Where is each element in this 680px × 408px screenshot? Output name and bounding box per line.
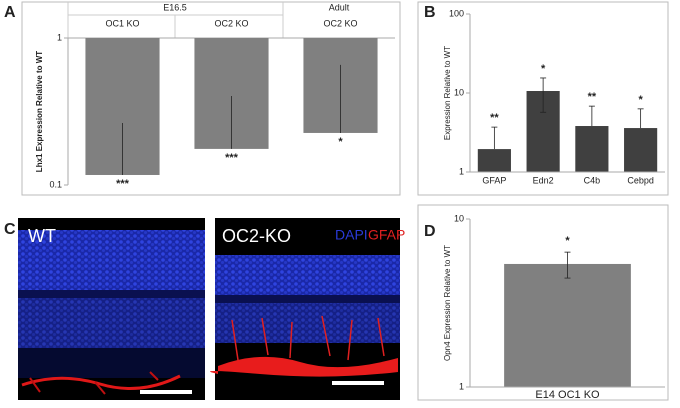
significance: *	[638, 94, 643, 106]
bar	[477, 149, 511, 172]
x-tick-label: Cebpd	[627, 175, 654, 185]
group-label: E16.5	[163, 2, 187, 12]
panel-letter: D	[424, 223, 436, 240]
x-tick-label: OC1 KO	[105, 18, 139, 28]
group-label: Adult	[329, 2, 350, 12]
significance: *	[541, 63, 546, 75]
significance: ***	[116, 178, 130, 190]
x-tick-label: C4b	[584, 175, 601, 185]
significance: *	[565, 235, 570, 247]
significance: ***	[225, 152, 239, 164]
x-tick-label: GFAP	[482, 175, 506, 185]
x-tick-label: E14 OC1 KO	[535, 389, 600, 401]
significance: *	[338, 136, 343, 148]
y-tick-label: 1	[57, 32, 62, 42]
y-tick-label: 10	[454, 87, 464, 97]
micrograph-wt	[18, 218, 205, 400]
significance: **	[490, 112, 499, 124]
panel-letter: B	[424, 4, 436, 21]
x-tick-label: OC2 KO	[323, 18, 357, 28]
y-tick-label: 100	[449, 8, 464, 18]
stain-label: GFAP	[368, 227, 405, 243]
y-axis-label: Expression Relative to WT	[443, 46, 452, 140]
y-axis-label: Opn4 Expression Relative to WT	[443, 245, 452, 361]
significance: **	[588, 91, 597, 103]
panel-letter: A	[4, 4, 16, 21]
bar	[624, 128, 658, 172]
x-tick-label: OC2 KO	[214, 18, 248, 28]
bar	[575, 126, 609, 172]
y-tick-label: 0.1	[49, 179, 62, 189]
stain-label: DAPI	[335, 227, 368, 243]
micrograph-ko	[210, 218, 400, 400]
panel-letter: C	[4, 221, 16, 238]
image-label: OC2-KO	[222, 226, 291, 246]
bar	[504, 263, 631, 387]
y-tick-label: 10	[454, 213, 464, 223]
x-tick-label: Edn2	[533, 175, 554, 185]
y-tick-label: 1	[459, 166, 464, 176]
y-axis-label: Lhx1 Expression Relative to WT	[35, 51, 44, 172]
y-tick-label: 1	[459, 381, 464, 391]
image-label: WT	[28, 226, 56, 246]
